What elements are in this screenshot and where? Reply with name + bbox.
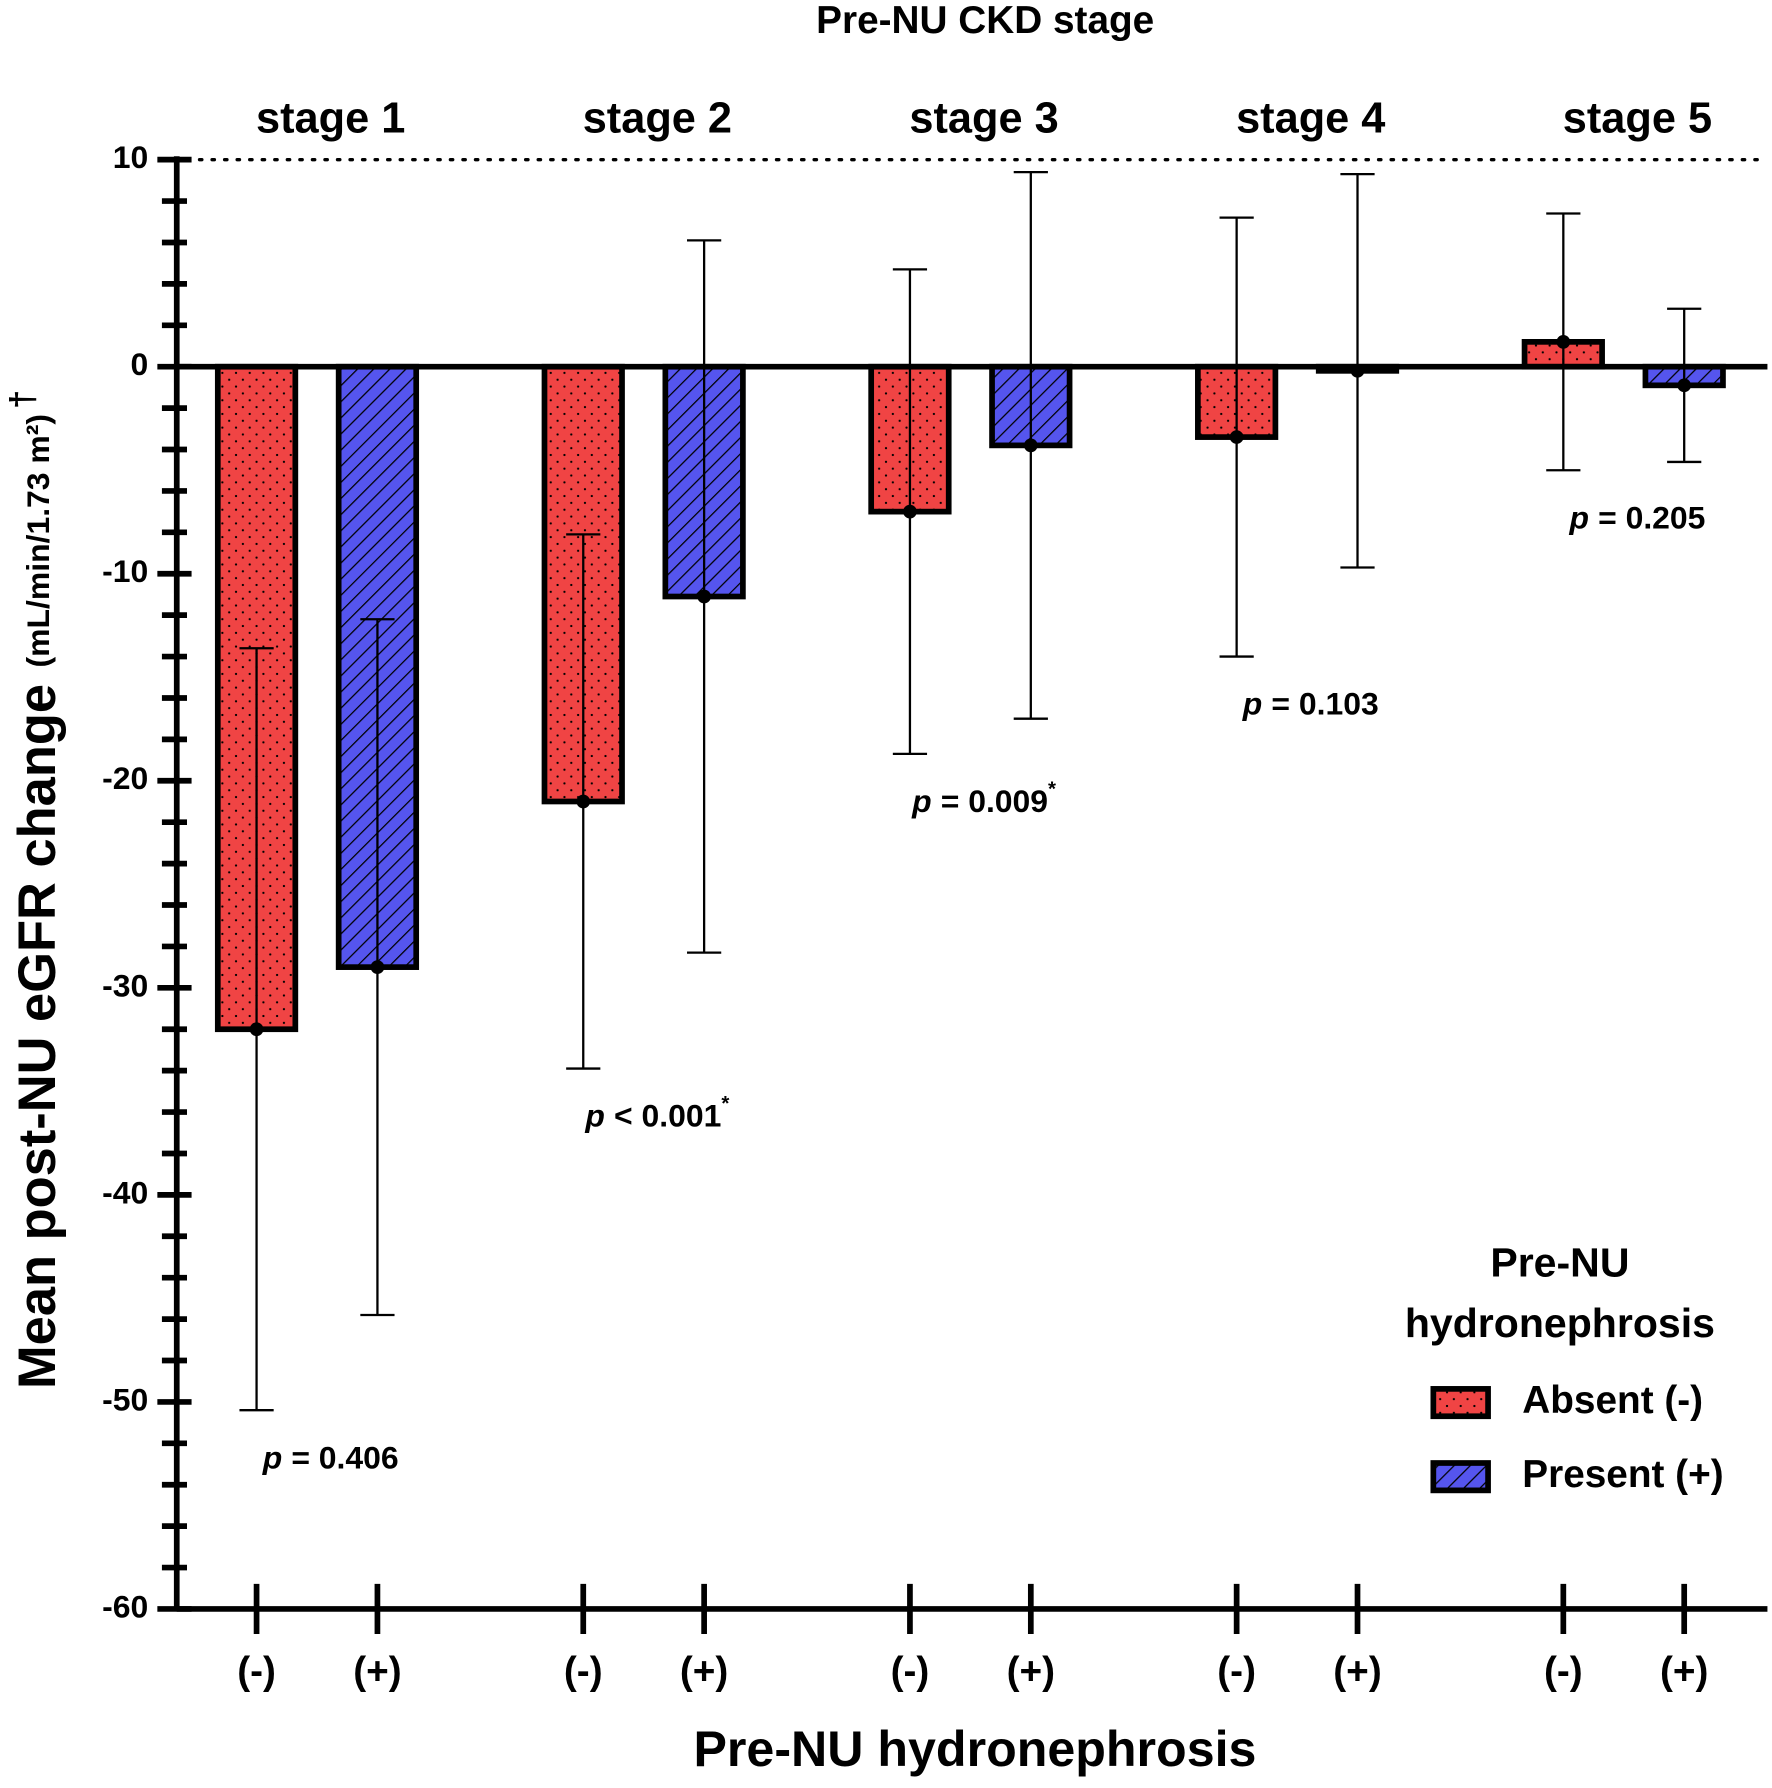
- x-tick-label: (-): [891, 1650, 930, 1693]
- x-axis-label: Pre-NU hydronephrosis: [693, 1721, 1256, 1777]
- y-axis-label-mark: †: [4, 390, 42, 409]
- y-axis-label-main: Mean post-NU eGFR change: [9, 684, 67, 1389]
- y-axis-label-unit: (mL/min/1.73 m²): [20, 414, 56, 668]
- p-value-text: < 0.001: [614, 1098, 721, 1134]
- group-label: stage 1: [256, 94, 405, 142]
- x-tick-label: (-): [1217, 1650, 1256, 1693]
- mean-dot: [1556, 335, 1571, 349]
- group-label: stage 3: [909, 94, 1058, 142]
- mean-dot: [903, 504, 917, 519]
- legend-swatch: [1430, 1386, 1491, 1420]
- group-label: stage 5: [1563, 94, 1712, 142]
- legend-title: hydronephrosis: [1405, 1300, 1715, 1346]
- y-tick-label: -60: [102, 1588, 148, 1624]
- mean-dot: [1677, 378, 1692, 393]
- x-tick-label: (+): [1660, 1650, 1708, 1693]
- legend-swatch: [1430, 1460, 1491, 1494]
- x-tick-label: (+): [1007, 1650, 1055, 1693]
- x-tick-label: (+): [680, 1650, 728, 1693]
- group-label: stage 2: [583, 94, 732, 142]
- y-tick-label: -50: [102, 1381, 148, 1417]
- y-axis-label: Mean post-NU eGFR change (mL/min/1.73 m²…: [4, 390, 67, 1389]
- mean-dot: [249, 1022, 264, 1037]
- p-value-italic: p: [262, 1440, 283, 1476]
- p-value-text: = 0.205: [1598, 500, 1705, 536]
- y-tick-label: 0: [130, 346, 148, 382]
- y-tick-label: -30: [102, 967, 148, 1003]
- p-value-text: = 0.103: [1271, 686, 1378, 722]
- mean-dot: [1229, 430, 1244, 444]
- p-value: p = 0.009*: [911, 778, 1056, 820]
- x-tick-label: (+): [1333, 1650, 1381, 1693]
- legend-label: Present (+): [1522, 1453, 1723, 1496]
- group-label: stage 4: [1236, 94, 1385, 142]
- y-tick-label: -40: [102, 1174, 148, 1210]
- y-tick-label: 10: [113, 139, 149, 175]
- legend-title: Pre-NU: [1490, 1240, 1629, 1286]
- p-value: p = 0.103: [1242, 686, 1379, 722]
- legend-label: Absent (-): [1522, 1379, 1703, 1422]
- p-value: p = 0.205: [1568, 500, 1705, 536]
- y-tick-label: -20: [102, 760, 148, 796]
- y-tick-label: -10: [102, 553, 148, 589]
- mean-dot: [697, 589, 711, 604]
- x-tick-label: (-): [237, 1650, 276, 1693]
- p-value: p = 0.406: [262, 1440, 399, 1476]
- p-value-italic: p: [1568, 500, 1589, 536]
- p-value-text: = 0.406: [291, 1440, 398, 1476]
- p-value-sup: *: [721, 1092, 729, 1115]
- chart-title: Pre-NU CKD stage: [816, 0, 1154, 42]
- p-value: p < 0.001*: [584, 1092, 729, 1134]
- p-value-italic: p: [584, 1098, 604, 1134]
- x-tick-label: (-): [564, 1650, 603, 1693]
- mean-dot: [1023, 438, 1038, 453]
- x-tick-label: (+): [353, 1650, 401, 1693]
- mean-dot: [576, 794, 591, 809]
- p-value-italic: p: [911, 783, 931, 819]
- p-value-sup: *: [1048, 778, 1056, 801]
- mean-dot: [370, 960, 385, 974]
- p-value-text: = 0.009: [941, 783, 1048, 819]
- x-tick-label: (-): [1544, 1650, 1583, 1693]
- p-value-italic: p: [1242, 686, 1263, 722]
